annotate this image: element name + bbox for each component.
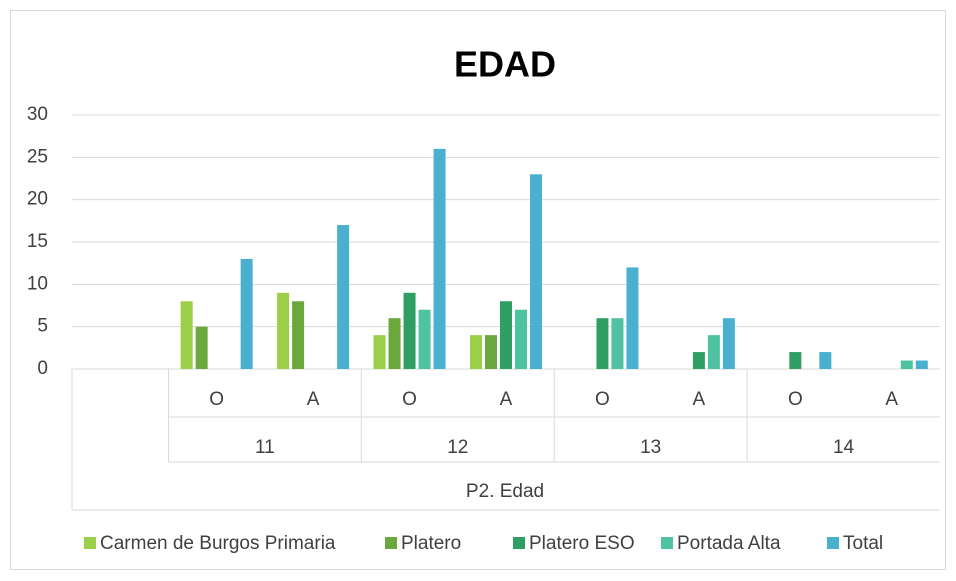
- x-tick-label: A: [885, 389, 898, 410]
- bar: [388, 318, 401, 369]
- x-tick-label: O: [209, 389, 224, 410]
- legend-swatch: [513, 537, 525, 549]
- y-tick-label: 20: [27, 189, 48, 210]
- y-tick-label: 5: [37, 316, 48, 337]
- y-tick-label: 15: [27, 231, 48, 252]
- x-group-label: 14: [833, 437, 855, 458]
- x-tick-label: A: [693, 389, 706, 410]
- bar: [470, 335, 482, 369]
- bar: [626, 267, 639, 369]
- bar: [485, 335, 497, 369]
- bar: [819, 352, 832, 369]
- bar: [195, 326, 208, 369]
- chart-title: EDAD: [454, 44, 556, 85]
- bar: [915, 360, 928, 369]
- legend-label: Portada Alta: [677, 533, 781, 554]
- bar: [900, 360, 913, 369]
- x-tick-label: O: [402, 389, 417, 410]
- bar: [418, 309, 431, 369]
- legend-swatch: [827, 537, 839, 549]
- bar: [500, 301, 512, 369]
- x-axis-title: P2. Edad: [466, 481, 544, 502]
- bar: [433, 148, 446, 369]
- bar: [530, 174, 542, 369]
- legend-label: Carmen de Burgos Primaria: [100, 533, 336, 554]
- bar: [596, 318, 609, 369]
- legend-swatch: [661, 537, 673, 549]
- y-tick-label: 25: [27, 146, 48, 167]
- bar: [789, 352, 802, 369]
- x-group-label: 11: [255, 437, 275, 458]
- bar: [180, 301, 193, 369]
- x-tick-label: O: [595, 389, 610, 410]
- y-tick-label: 0: [37, 358, 48, 379]
- bar: [515, 309, 527, 369]
- x-group-label: 12: [447, 437, 468, 458]
- y-tick-label: 10: [27, 273, 48, 294]
- x-tick-label: A: [500, 389, 513, 410]
- legend-label: Total: [843, 533, 883, 554]
- bar: [707, 335, 720, 369]
- x-tick-label: O: [788, 389, 803, 410]
- bar: [337, 225, 350, 369]
- bar: [373, 335, 386, 369]
- bar: [292, 301, 305, 369]
- bar: [240, 258, 253, 369]
- y-tick-label: 30: [27, 104, 48, 125]
- chart-frame: [10, 10, 946, 570]
- legend-swatch: [84, 537, 96, 549]
- legend-swatch: [385, 537, 397, 549]
- legend-label: Platero ESO: [529, 533, 635, 554]
- x-tick-label: A: [307, 389, 320, 410]
- legend-label: Platero: [401, 533, 461, 554]
- bar: [403, 292, 416, 369]
- bar: [692, 352, 705, 369]
- bar: [611, 318, 624, 369]
- x-group-label: 13: [640, 437, 661, 458]
- bar: [722, 318, 735, 369]
- bar: [277, 292, 290, 369]
